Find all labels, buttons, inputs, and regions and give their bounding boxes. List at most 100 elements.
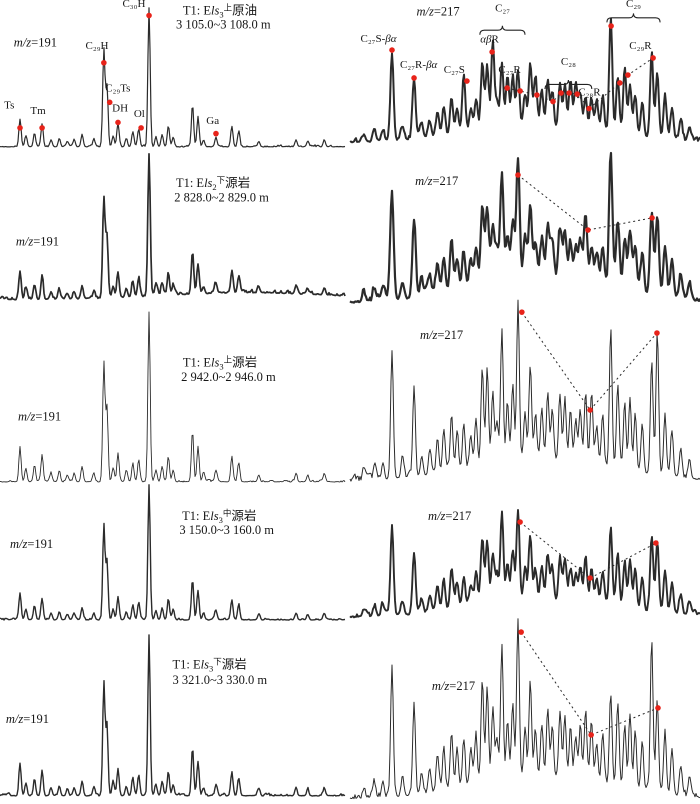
peak-marker-dot bbox=[558, 90, 564, 96]
mz-label: m/z=191 bbox=[6, 712, 49, 726]
group-label: C₂₈ bbox=[561, 56, 576, 68]
sample-title: T1: Els3上源岩 bbox=[183, 355, 257, 372]
peak-label: DH bbox=[112, 103, 128, 115]
peak-marker-dot bbox=[653, 540, 659, 546]
peak-label: Ol bbox=[134, 108, 145, 120]
peak-label: Ts bbox=[4, 100, 14, 112]
peak-marker-dot bbox=[411, 75, 417, 81]
sample-title: T1: Els2下源岩 bbox=[176, 175, 250, 192]
peak-marker-dot bbox=[586, 105, 592, 112]
chromatogram-trace bbox=[0, 152, 346, 301]
peak-marker-dot bbox=[574, 91, 580, 97]
peak-marker-dot bbox=[585, 227, 591, 233]
group-label: C₂₉ bbox=[626, 0, 641, 10]
peak-label: αβR bbox=[480, 34, 499, 46]
peak-marker-dot bbox=[587, 407, 593, 413]
peak-marker-dot bbox=[566, 90, 572, 96]
peak-marker-dot bbox=[115, 119, 121, 126]
mz-label: m/z=217 bbox=[432, 679, 475, 693]
peak-marker-dot bbox=[515, 172, 521, 178]
sample-depth: 3 105.0~3 108.0 m bbox=[176, 18, 271, 32]
chromatogram-trace bbox=[349, 299, 700, 482]
panel-mz217-row3: m/z=217 bbox=[349, 299, 700, 482]
peak-marker-dot bbox=[146, 12, 152, 19]
peak-marker-dot bbox=[517, 519, 523, 525]
peak-marker-dot bbox=[587, 575, 593, 581]
peak-marker-dot bbox=[649, 215, 655, 221]
chromatogram-trace bbox=[0, 311, 346, 483]
group-brace bbox=[606, 13, 661, 23]
peak-marker-dot bbox=[464, 78, 470, 84]
mz-label: m/z=217 bbox=[428, 509, 471, 523]
mz-label: m/z=191 bbox=[16, 235, 59, 249]
peak-label: C₂₇R bbox=[498, 64, 521, 76]
peak-marker-dot bbox=[101, 59, 107, 66]
peak-marker-dot bbox=[650, 55, 656, 61]
group-label: C₂₇ bbox=[495, 3, 510, 15]
sample-title: T1: Els3下源岩 bbox=[173, 656, 247, 673]
panel-mz217-row2: m/z=217 bbox=[349, 151, 700, 304]
mz-label: m/z=217 bbox=[415, 174, 458, 188]
sample-depth: 3 321.0~3 330.0 m bbox=[173, 673, 268, 687]
peak-marker-dot bbox=[534, 92, 540, 98]
chromatogram-trace bbox=[349, 151, 700, 304]
peak-label: C₂₉R bbox=[629, 40, 652, 52]
group-brace bbox=[544, 79, 593, 90]
peak-label: C₂₇S-βα bbox=[361, 33, 397, 45]
chromatogram-trace bbox=[349, 17, 700, 144]
peak-marker-dot bbox=[17, 125, 23, 131]
peak-marker-dot bbox=[617, 80, 623, 86]
peak-marker-dot bbox=[654, 330, 660, 336]
peak-label: Tm bbox=[30, 105, 46, 117]
chromatogram-trace bbox=[0, 634, 346, 797]
group-brace bbox=[479, 25, 526, 35]
peak-marker-dot bbox=[518, 629, 524, 635]
peak-marker-dot bbox=[519, 309, 525, 315]
peak-marker-dot bbox=[138, 125, 144, 131]
peak-marker-dot bbox=[39, 125, 45, 131]
peak-label: C₂₈R bbox=[578, 86, 601, 98]
chromatogram-trace bbox=[349, 618, 700, 800]
panel-mz217-row4: m/z=217 bbox=[349, 509, 700, 619]
mz-label: m/z=217 bbox=[420, 328, 463, 342]
peak-label: C₂₇S bbox=[444, 64, 465, 76]
sample-title: T1: Els3中源岩 bbox=[182, 508, 256, 525]
peak-marker-dot bbox=[517, 88, 523, 94]
peak-marker-dot bbox=[588, 732, 594, 738]
peak-marker-dot bbox=[550, 98, 556, 105]
correlation-dash-line bbox=[520, 631, 659, 736]
sample-title: T1: Els3上原油 bbox=[183, 3, 257, 20]
peak-marker-dot bbox=[213, 130, 219, 137]
sample-depth: 2 828.0~2 829.0 m bbox=[174, 191, 269, 205]
peak-label: Ga bbox=[206, 115, 219, 127]
peak-marker-dot bbox=[655, 705, 661, 711]
peak-marker-dot bbox=[504, 85, 510, 91]
peak-marker-dot bbox=[106, 99, 113, 106]
panel-mz217-row5: m/z=217 bbox=[349, 618, 700, 800]
panel-mz191-row1: m/z=191 Ts Tm C₂₉H C₂₉Ts DH Ol C₃₀H Ga T1: Els3上原… bbox=[0, 0, 346, 148]
peak-label: C₃₀H bbox=[122, 0, 145, 10]
mz-label: m/z=191 bbox=[10, 537, 53, 551]
chromatogram-trace bbox=[349, 509, 700, 619]
mz-label: m/z=217 bbox=[417, 5, 460, 19]
correlation-dash-line bbox=[521, 311, 658, 411]
peak-marker-dot bbox=[389, 47, 395, 53]
mz-label: m/z=191 bbox=[14, 36, 57, 50]
peak-marker-dot bbox=[489, 49, 495, 55]
peak-marker-dot bbox=[625, 72, 631, 78]
peak-label: C₂₉Ts bbox=[105, 82, 130, 94]
mz-label: m/z=191 bbox=[18, 410, 61, 424]
panel-mz217-row1: C₂₇ C₂₈ C₂₉ m/z=217 C₂₇S-βα C₂₇R-βα C₂₇S αβR C₂₇… bbox=[349, 0, 700, 144]
sample-depth: 3 150.0~3 160.0 m bbox=[179, 523, 274, 537]
chromatogram-trace bbox=[0, 7, 346, 148]
peak-label: C₂₉H bbox=[86, 40, 109, 52]
peak-marker-dot bbox=[608, 23, 614, 29]
chromatogram-trace bbox=[0, 484, 346, 621]
sample-depth: 2 942.0~2 946.0 m bbox=[181, 370, 276, 384]
peak-label: C₂₇R-βα bbox=[400, 59, 437, 71]
